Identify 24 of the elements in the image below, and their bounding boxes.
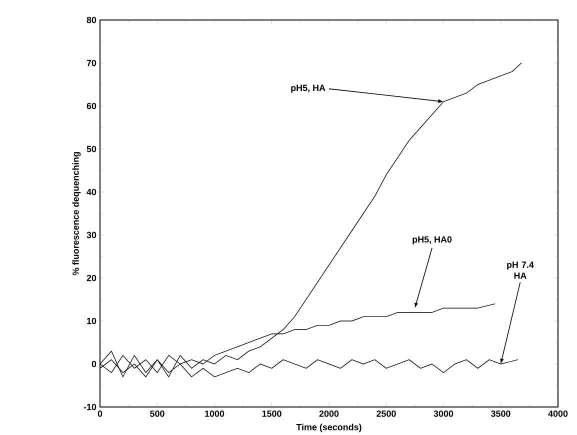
y-tick-label: 20 <box>86 274 96 281</box>
x-tick-label: 3000 <box>434 410 454 417</box>
annotation: pH 7.4 HA <box>507 261 534 279</box>
y-tick-label: 50 <box>86 146 96 152</box>
annotation: pH5, HA0 <box>412 236 452 244</box>
x-tick-label: 2500 <box>376 410 396 417</box>
x-tick-label: 1500 <box>262 410 282 417</box>
y-tick-label: 40 <box>86 188 96 195</box>
x-axis-title: Time (seconds) <box>296 424 362 432</box>
y-tick-label: 30 <box>86 232 96 238</box>
annotation: pH5, HA <box>291 84 326 93</box>
y-axis-title: % fluorescence dequenching <box>72 152 81 276</box>
y-tick-label: 60 <box>86 102 96 109</box>
y-tick-label: 10 <box>87 318 96 324</box>
y-tick-label: 70 <box>86 60 96 66</box>
x-tick-label: 0 <box>98 410 102 417</box>
y-tick-label: 0 <box>92 360 96 367</box>
x-tick-label: 4000 <box>548 410 568 417</box>
x-tick-label: 3500 <box>490 410 510 417</box>
x-tick-label: 500 <box>150 410 164 417</box>
y-tick-label: -10 <box>84 404 96 410</box>
x-tick-label: 2000 <box>319 410 339 417</box>
y-tick-label: 80 <box>86 16 96 23</box>
x-tick-label: 1000 <box>205 410 224 417</box>
